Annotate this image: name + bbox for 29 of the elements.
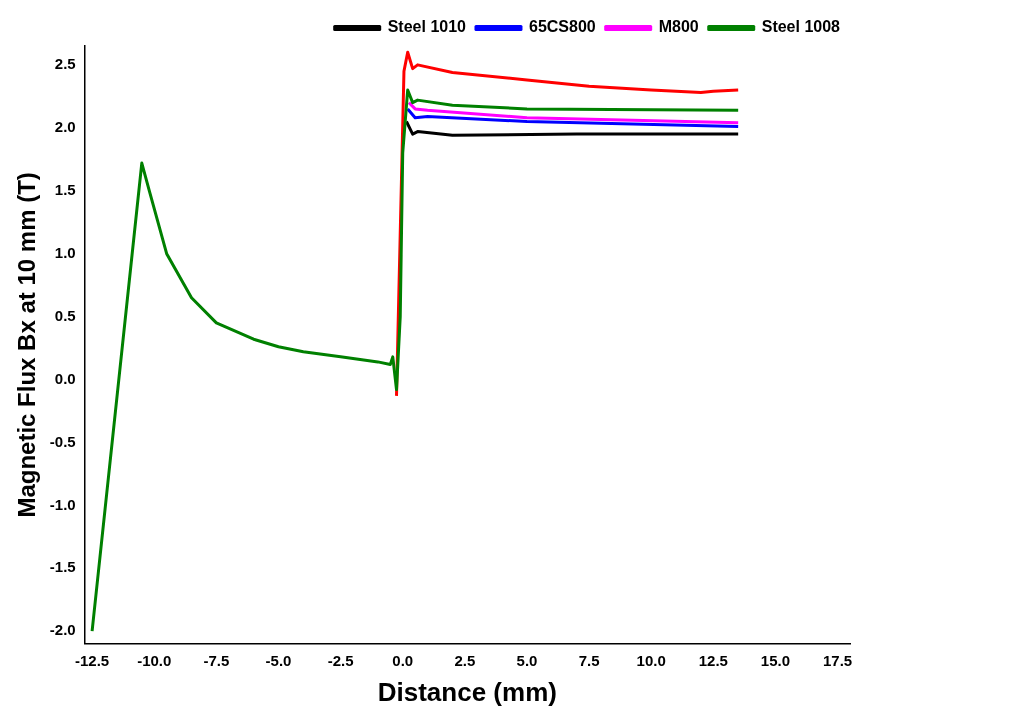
x-tick-label: -7.5: [203, 651, 230, 669]
x-tick-label: -5.0: [265, 651, 292, 669]
x-tick-label: 15.0: [760, 651, 791, 669]
legend-label: M800: [658, 18, 699, 36]
x-tick-label: 12.5: [698, 651, 728, 669]
legend-label: 65CS800: [528, 18, 596, 36]
y-tick-label: 2.0: [54, 117, 76, 135]
x-tick-label: 17.5: [822, 651, 853, 669]
x-tick-label: -12.5: [75, 651, 110, 669]
y-tick-label: -1.5: [49, 558, 76, 576]
y-tick-label: 1.5: [54, 180, 76, 198]
y-axis-title: Magnetic Flux Bx at 10 mm (T): [13, 172, 41, 518]
legend-label: Steel 1010: [387, 18, 467, 36]
x-tick-label: -10.0: [137, 651, 172, 669]
y-tick-label: -2.0: [49, 621, 76, 639]
legend-label: Steel 1008: [761, 18, 841, 36]
y-tick-label: -1.0: [49, 495, 76, 513]
y-tick-label: 0.5: [54, 306, 76, 324]
x-tick-label: 5.0: [516, 651, 538, 669]
y-tick-label: -0.5: [49, 432, 76, 450]
x-tick-label: 7.5: [578, 651, 600, 669]
y-tick-label: 2.5: [54, 55, 76, 73]
x-axis-title: Distance (mm): [377, 676, 557, 707]
y-tick-label: 1.0: [54, 243, 76, 261]
x-tick-label: 2.5: [454, 651, 476, 669]
x-tick-label: 10.0: [636, 651, 666, 669]
x-tick-label: -2.5: [327, 651, 354, 669]
x-tick-label: 0.0: [392, 651, 414, 669]
y-tick-label: 0.0: [54, 369, 76, 387]
